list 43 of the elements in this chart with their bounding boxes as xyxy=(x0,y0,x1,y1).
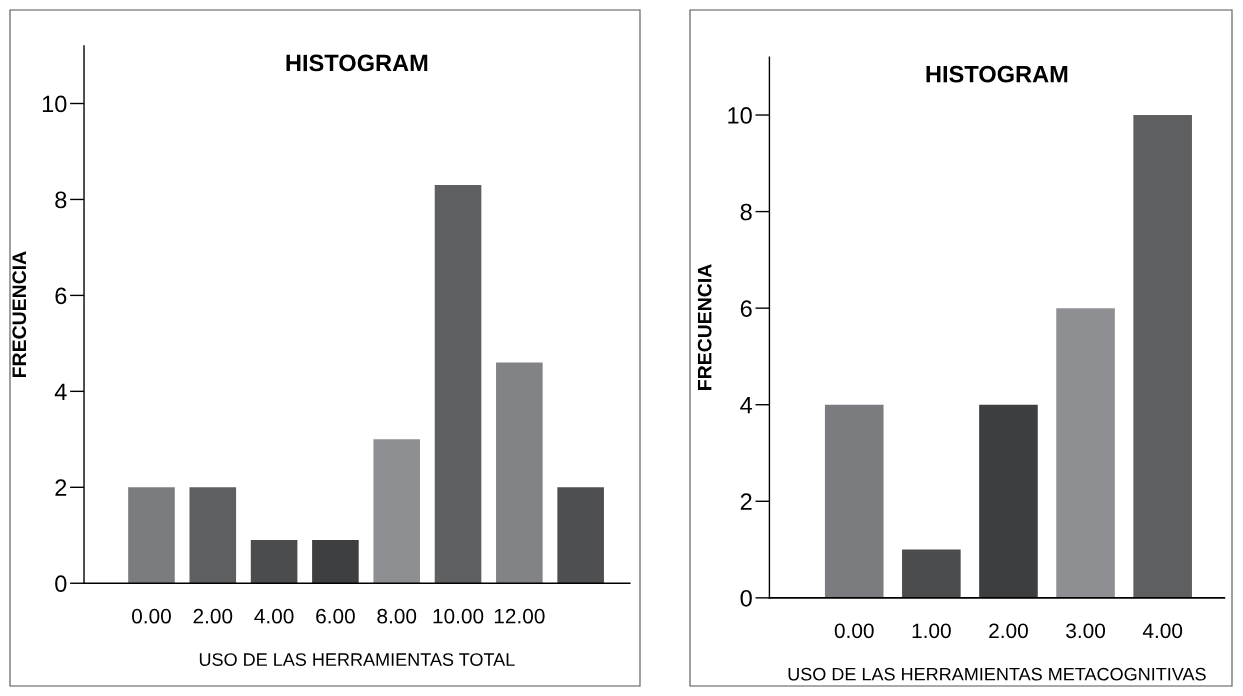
y-tick-label: 10 xyxy=(42,95,67,113)
chart-title: HISTOGRAM xyxy=(286,54,428,72)
bar xyxy=(496,362,543,584)
y-tick-label: 0 xyxy=(740,589,752,607)
y-tick-label: 10 xyxy=(728,107,752,124)
chart-title: HISTOGRAM xyxy=(926,65,1068,83)
x-tick-label: 4.00 xyxy=(1142,623,1183,639)
x-tick-label: 2.00 xyxy=(989,623,1028,639)
y-tick-label: 6 xyxy=(55,287,67,305)
bar xyxy=(557,487,604,584)
bar xyxy=(1056,308,1115,598)
bar xyxy=(979,404,1038,598)
x-tick-label: 4.00 xyxy=(254,608,294,624)
y-tick-label: 0 xyxy=(55,575,67,593)
bar xyxy=(128,487,175,584)
bar xyxy=(434,185,482,584)
x-tick-label: 2.00 xyxy=(193,608,233,624)
y-axis-title: FRECUENCIA xyxy=(12,251,27,378)
bar xyxy=(1133,115,1192,598)
x-tick-label: 0.00 xyxy=(834,623,874,639)
bar xyxy=(312,540,359,584)
x-tick-label: 0.00 xyxy=(132,608,171,624)
bar xyxy=(250,540,298,584)
bar xyxy=(373,439,421,584)
y-tick-label: 2 xyxy=(55,479,67,496)
y-tick-label: 4 xyxy=(740,397,753,414)
y-tick-label: 6 xyxy=(740,300,752,317)
x-axis-title: USO DE LAS HERRAMIENTAS METACOGNITIVAS xyxy=(788,667,1206,681)
x-tick-label: 1.00 xyxy=(912,623,951,639)
y-tick-label: 8 xyxy=(740,203,752,221)
y-tick-label: 8 xyxy=(55,191,67,209)
x-tick-label: 3.00 xyxy=(1066,623,1106,639)
bar xyxy=(902,549,961,598)
x-tick-label: 6.00 xyxy=(316,608,355,624)
y-axis-title: FRECUENCIA xyxy=(697,264,712,390)
bar xyxy=(189,487,237,584)
bar xyxy=(824,404,884,598)
x-tick-label: 10.00 xyxy=(433,608,484,624)
y-tick-label: 2 xyxy=(740,493,752,510)
x-tick-label: 8.00 xyxy=(377,608,417,624)
x-tick-label: 12.00 xyxy=(494,608,545,624)
x-axis-title: USO DE LAS HERRAMIENTAS TOTAL xyxy=(199,653,515,666)
y-tick-label: 4 xyxy=(54,383,67,400)
